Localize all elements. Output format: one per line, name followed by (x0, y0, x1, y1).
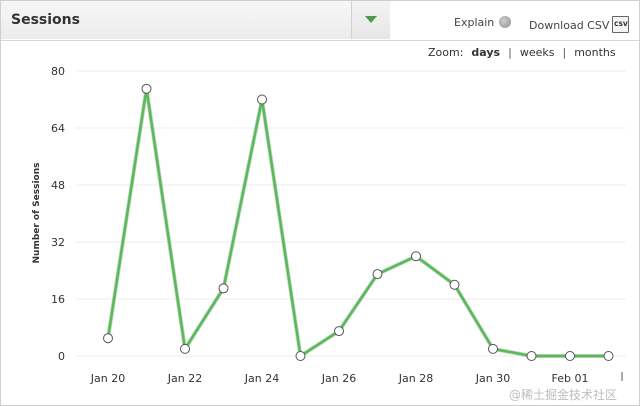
metric-selector-label: Sessions (11, 12, 80, 28)
y-axis-label: Number of Sessions (32, 163, 42, 264)
metric-dropdown-button[interactable] (351, 1, 390, 39)
x-tick-label: Jan 30 (475, 372, 510, 385)
panel-header: Sessions Explain Download CSV CSV (1, 1, 639, 41)
y-tick-label: 48 (51, 179, 65, 192)
y-tick-label: 0 (58, 350, 65, 363)
y-tick-label: 16 (51, 293, 65, 306)
x-tick-label: Jan 20 (90, 372, 125, 385)
y-tick-label: 64 (51, 122, 65, 135)
x-tick-label: Jan 26 (321, 372, 356, 385)
data-point[interactable] (449, 279, 460, 290)
zoom-label: Zoom: (428, 46, 464, 59)
zoom-months[interactable]: months (574, 46, 616, 59)
explain-label: Explain (454, 16, 495, 29)
zoom-weeks[interactable]: weeks (519, 46, 555, 59)
zoom-separator: | (508, 46, 512, 59)
download-csv-link[interactable]: Download CSV CSV (529, 16, 630, 33)
csv-file-icon: CSV (612, 16, 630, 33)
data-point[interactable] (603, 351, 614, 361)
y-tick-label: 80 (51, 65, 65, 78)
zoom-controls: Zoom: days | weeks | months (428, 46, 616, 59)
data-point[interactable] (526, 351, 537, 361)
y-tick-label: 32 (51, 236, 65, 249)
zoom-separator: | (562, 46, 567, 59)
data-point[interactable] (218, 283, 229, 294)
data-point[interactable] (257, 94, 267, 105)
explain-link[interactable]: Explain (454, 16, 512, 29)
series-line (106, 87, 609, 358)
chevron-down-icon (365, 16, 377, 23)
x-tick-label: Jan 28 (398, 372, 433, 385)
data-point[interactable] (295, 351, 306, 361)
data-point[interactable] (372, 269, 383, 280)
x-tick-label: Feb 01 (552, 372, 589, 385)
help-icon (499, 16, 512, 28)
data-point[interactable] (180, 343, 190, 354)
metric-selector[interactable]: Sessions (1, 1, 390, 39)
data-point[interactable] (141, 83, 152, 94)
zoom-days[interactable]: days (471, 46, 501, 59)
series-line-shadow (106, 86, 609, 358)
data-point[interactable] (488, 343, 498, 354)
data-point[interactable] (334, 326, 344, 337)
watermark: @稀土掘金技术社区 (509, 388, 618, 402)
x-tick-label: Jan 22 (167, 372, 202, 385)
csv-icon-text: CSV (614, 21, 628, 28)
x-tick-label: Jan 24 (244, 372, 279, 385)
download-csv-label: Download CSV (529, 19, 610, 32)
data-point[interactable] (103, 333, 113, 344)
data-point[interactable] (565, 351, 575, 361)
data-point[interactable] (411, 251, 421, 262)
